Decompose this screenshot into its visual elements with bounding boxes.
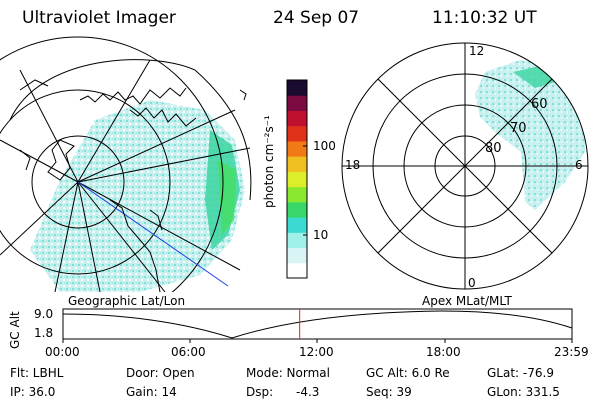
instrument-title: Ultraviolet Imager (22, 8, 176, 28)
date-label: 24 Sep 07 (273, 8, 360, 28)
dsp-label: Dsp: (246, 385, 274, 399)
coastlines (19, 79, 247, 292)
colorbar-segment (287, 80, 307, 96)
ip-value: IP: 36.0 (10, 385, 56, 399)
emission-region (475, 60, 585, 210)
colorbar-tick-label: 100 (313, 139, 336, 153)
horizon-arc (9, 59, 196, 121)
colorbar-tick-label: 10 (313, 228, 329, 242)
colorbar-segment (287, 217, 307, 233)
mlt-line (377, 78, 553, 254)
timeline-x-tick: 00:00 (45, 345, 80, 359)
latitude-circle (0, 89, 171, 275)
geo-longitude: GLon: 331.5 (487, 385, 560, 399)
colorbar-segment (287, 140, 307, 157)
left-panel-label: Geographic Lat/Lon (68, 294, 186, 308)
mode-status: Mode: Normal (246, 366, 330, 380)
mlat-label-80: 80 (485, 141, 502, 156)
colorbar-segment (287, 110, 307, 127)
colorbar-gradient (287, 80, 307, 279)
mlt-label-left: 18 (345, 158, 360, 172)
altitude-timeline (62, 308, 573, 343)
altitude-curve (62, 310, 573, 339)
dsp-value: -4.3 (296, 385, 320, 399)
door-status: Door: Open (126, 366, 195, 380)
colorbar-segment (287, 171, 307, 188)
geo-latitude: GLat: -76.9 (487, 366, 554, 380)
colorbar-segment (287, 156, 307, 172)
colorbar-segment (287, 125, 307, 142)
timeline-x-tick: 23:59 (554, 345, 589, 359)
sequence-number: Seq: 39 (366, 385, 412, 399)
colorbar-scale (286, 79, 308, 279)
mlt-label-bottom: 0 (468, 276, 476, 290)
gain-value: Gain: 14 (126, 385, 177, 399)
colorbar-segment (287, 95, 307, 111)
timeline-y-tick: 1.8 (34, 326, 54, 340)
mlt-label-right: 6 (575, 158, 583, 172)
colorbar-unit-label: photon cm⁻²s⁻¹ (262, 115, 276, 208)
time-label: 11:10:32 UT (432, 8, 537, 28)
colorbar-segment (287, 262, 307, 279)
geographic-map (0, 36, 252, 292)
horizon-arc-right (194, 69, 252, 201)
timeline-y-tick: 9.0 (34, 307, 54, 321)
meridian-lines (0, 59, 251, 292)
right-panel-label: Apex MLat/MLT (422, 294, 512, 308)
colorbar-segment (287, 247, 307, 264)
timeline-x-tick: 12:00 (299, 345, 334, 359)
mlt-label-top: 12 (469, 44, 484, 58)
colorbar-segment (287, 232, 307, 249)
mlt-polar-plot: 12 18 6 0 60 70 80 (341, 42, 589, 290)
timeline-x-tick: 18:00 (426, 345, 461, 359)
colorbar-segment (287, 186, 307, 203)
timeline-x-tick: 06:00 (171, 345, 206, 359)
gc-altitude: GC Alt: 6.0 Re (366, 366, 450, 380)
mlat-label-70: 70 (510, 121, 527, 136)
mlat-label-60: 60 (531, 97, 548, 112)
filter-status: Flt: LBHL (10, 366, 64, 380)
latitude-circle (0, 36, 224, 292)
colorbar-segment (287, 201, 307, 218)
latitude-circle (31, 135, 125, 229)
timeline-y-label: GC Alt (8, 311, 22, 349)
orbit-track (77, 181, 229, 287)
timeline-x-ticks (62, 339, 573, 343)
